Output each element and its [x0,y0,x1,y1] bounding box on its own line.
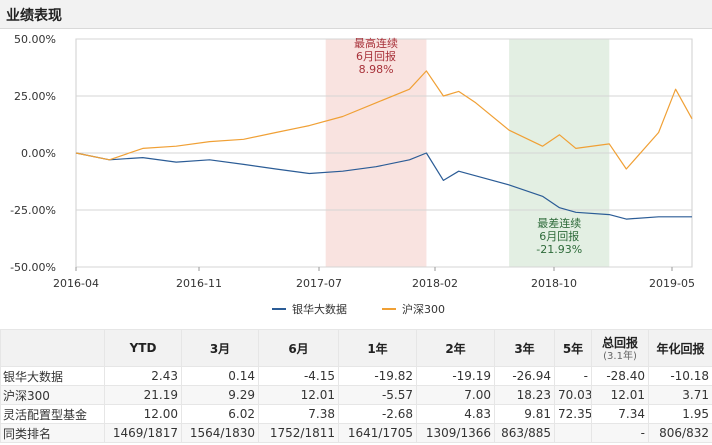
column-header-label: YTD [129,341,157,355]
column-header-label: 5年 [562,341,584,356]
row-name-cell: 灵活配置型基金 [0,404,105,424]
value-cell: 4.83 [416,404,495,424]
annotation-text: -21.93% [536,243,582,256]
value-cell: 7.00 [416,385,495,405]
x-tick-label: 2018-10 [531,277,577,290]
value-cell: 72.35 [554,404,592,424]
value-cell: -10.18 [648,366,712,386]
table-column-header: 年化回报 [648,329,712,367]
column-header-label: 1年 [367,341,388,356]
value-cell: -28.40 [591,366,649,386]
value-cell: - [591,423,649,443]
row-name-cell: 同类排名 [0,423,105,443]
table-column-header: 1年 [338,329,417,367]
performance-chart: 50.00% 25.00% 0.00% -25.00% -50.00% 2016-04 20… [0,29,712,329]
value-cell [554,423,592,443]
annotation-text: 6月回报 [356,49,396,63]
column-header-label: 3年 [514,341,535,356]
row-name-cell: 银华大数据 [0,366,105,386]
value-cell: -2.68 [338,404,417,424]
table-column-header: 总回报 (3.1年) [591,329,649,367]
table-column-header: 6月 [258,329,339,367]
column-header-label: 年化回报 [656,341,705,356]
table-column-header: 3年 [494,329,555,367]
value-cell: 1564/1830 [181,423,259,443]
value-cell: 863/885 [494,423,555,443]
value-cell: 3.71 [648,385,712,405]
table-row: 沪深300 21.19 9.29 12.01 -5.57 7.00 18.23 70.03 12… [0,385,712,405]
x-tick-label: 2017-07 [296,277,342,290]
line-chart-svg: 50.00% 25.00% 0.00% -25.00% -50.00% 2016-04 20… [10,33,695,316]
legend-label: 沪深300 [402,302,445,316]
column-header-label: 总回报 [601,336,638,350]
y-tick-label: 50.00% [14,33,56,46]
column-header-label: 2年 [445,341,466,356]
column-header-label: 3月 [209,341,231,356]
value-cell: 7.34 [591,404,649,424]
y-tick-label: 0.00% [21,147,56,160]
table-column-header [0,329,105,367]
x-tick-label: 2016-04 [53,277,99,290]
section-header: 业绩表现 [0,0,712,29]
value-cell: 806/832 [648,423,712,443]
column-header-label: 6月 [288,341,309,356]
row-name-cell: 沪深300 [0,385,105,405]
value-cell: 18.23 [494,385,555,405]
table-column-header: 3月 [181,329,259,367]
annotation-text: 最差连续 [537,216,581,230]
y-tick-label: 25.00% [14,90,56,103]
value-cell: 1752/1811 [258,423,339,443]
table-row: 银华大数据 2.43 0.14 -4.15 -19.82 -19.19 -26.94- -28… [0,366,712,386]
legend-label: 银华大数据 [292,302,347,316]
annotation-text: 最高连续 [354,36,398,50]
value-cell: 6.02 [181,404,259,424]
table-row: 同类排名 1469/1817 1564/1830 1752/1811 1641/1705… [0,423,712,443]
table-body: 银华大数据 2.43 0.14 -4.15 -19.82 -19.19 -26.94- -28… [0,366,712,443]
performance-table: YTD 3月 6月 1年 2年 3年 5年 总回报 (3.1年) 年化回报 银华大数据 2.43 0.… [0,329,712,443]
value-cell: 70.03 [554,385,592,405]
value-cell: -26.94 [494,366,555,386]
fund-series-line [75,152,692,220]
value-cell: 0.14 [181,366,259,386]
value-cell: -19.19 [416,366,495,386]
table-column-header: YTD [104,329,182,367]
value-cell: 1641/1705 [338,423,417,443]
value-cell: 21.19 [104,385,182,405]
index-series-line [75,70,693,170]
value-cell: -4.15 [258,366,339,386]
y-tick-label: -25.00% [10,204,56,217]
table-column-header: 2年 [416,329,495,367]
section-title: 业绩表现 [6,8,62,24]
value-cell: 9.29 [181,385,259,405]
value-cell: 12.01 [258,385,339,405]
value-cell: 12.01 [591,385,649,405]
value-cell: -19.82 [338,366,417,386]
value-cell: 1469/1817 [104,423,182,443]
x-tick-label: 2018-02 [412,277,458,290]
table-column-header: 5年 [554,329,592,367]
value-cell: 1309/1366 [416,423,495,443]
value-cell: - [554,366,592,386]
value-cell: 1.95 [648,404,712,424]
table-row: 灵活配置型基金 12.00 6.02 7.38 -2.68 4.83 9.81 72.35 7.… [0,404,712,424]
column-header-sub: (3.1年) [603,351,637,362]
value-cell: 9.81 [494,404,555,424]
table-header-row: YTD 3月 6月 1年 2年 3年 5年 总回报 (3.1年) 年化回报 [0,329,712,367]
y-tick-label: -50.00% [10,261,56,274]
value-cell: 12.00 [104,404,182,424]
annotation-text: 8.98% [359,63,394,76]
x-tick-label: 2019-05 [649,277,695,290]
value-cell: -5.57 [338,385,417,405]
value-cell: 7.38 [258,404,339,424]
annotation-text: 6月回报 [539,229,579,243]
value-cell: 2.43 [104,366,182,386]
x-tick-label: 2016-11 [176,277,222,290]
